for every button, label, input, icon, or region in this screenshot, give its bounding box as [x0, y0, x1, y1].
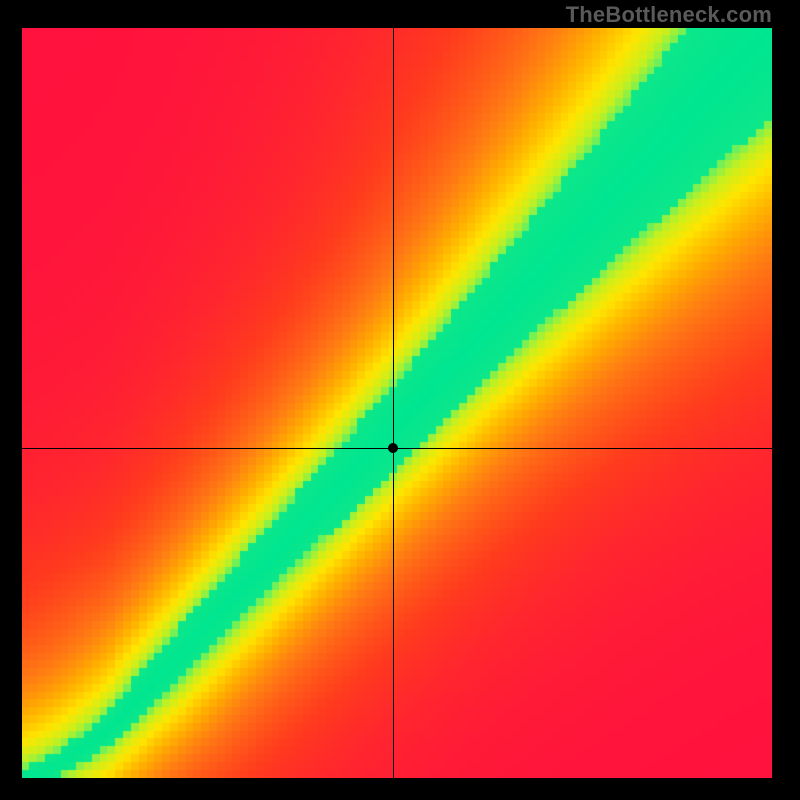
crosshair-marker-dot — [388, 443, 398, 453]
watermark-text: TheBottleneck.com — [566, 2, 772, 28]
plot-area — [22, 28, 772, 778]
crosshair-vertical — [393, 28, 394, 778]
image-root: TheBottleneck.com — [0, 0, 800, 800]
heatmap-canvas — [22, 28, 772, 778]
